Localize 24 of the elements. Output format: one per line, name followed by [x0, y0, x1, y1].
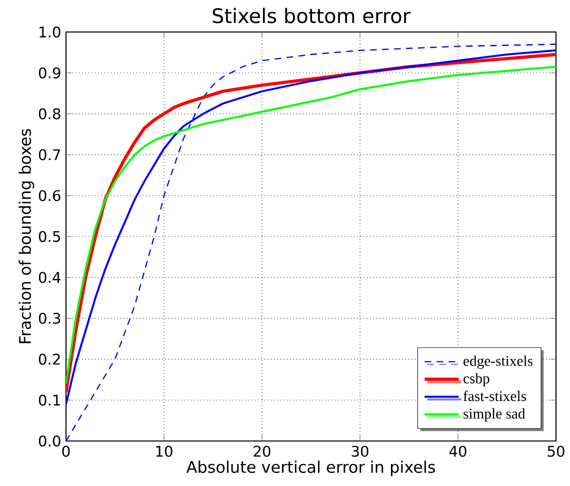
x-tick-label: 40: [449, 446, 466, 457]
y-tick-label: 0.6: [38, 190, 60, 202]
y-tick-label: 0.1: [38, 394, 60, 406]
chart-title: Stixels bottom error: [212, 8, 411, 24]
x-tick-label: 50: [548, 446, 564, 457]
legend-label: edge-stixels: [464, 356, 532, 369]
legend-label: csbp: [464, 373, 490, 386]
y-tick-label: 0.5: [38, 230, 60, 242]
x-tick-label: 20: [254, 446, 270, 457]
x-tick-label: 10: [156, 446, 172, 457]
y-tick-label: 1.0: [40, 26, 60, 38]
y-tick-label: 0.2: [38, 354, 60, 365]
legend-label: simple sad: [464, 408, 526, 422]
x-tick-label: 0: [62, 446, 70, 457]
x-axis-title: Absolute vertical error in pixels: [186, 460, 435, 476]
y-axis-title: Fraction of bounding boxes: [18, 129, 34, 344]
y-tick-label: 0.9: [38, 67, 60, 78]
y-tick-label: 0.7: [38, 149, 60, 160]
x-tick-label: 30: [352, 446, 368, 457]
y-tick-label: 0.4: [38, 272, 60, 283]
y-tick-label: 0.3: [38, 312, 60, 324]
y-tick-label: 0.0: [38, 435, 60, 447]
legend-label: fast-stixels: [463, 390, 526, 402]
y-tick-label: 0.8: [38, 108, 60, 120]
